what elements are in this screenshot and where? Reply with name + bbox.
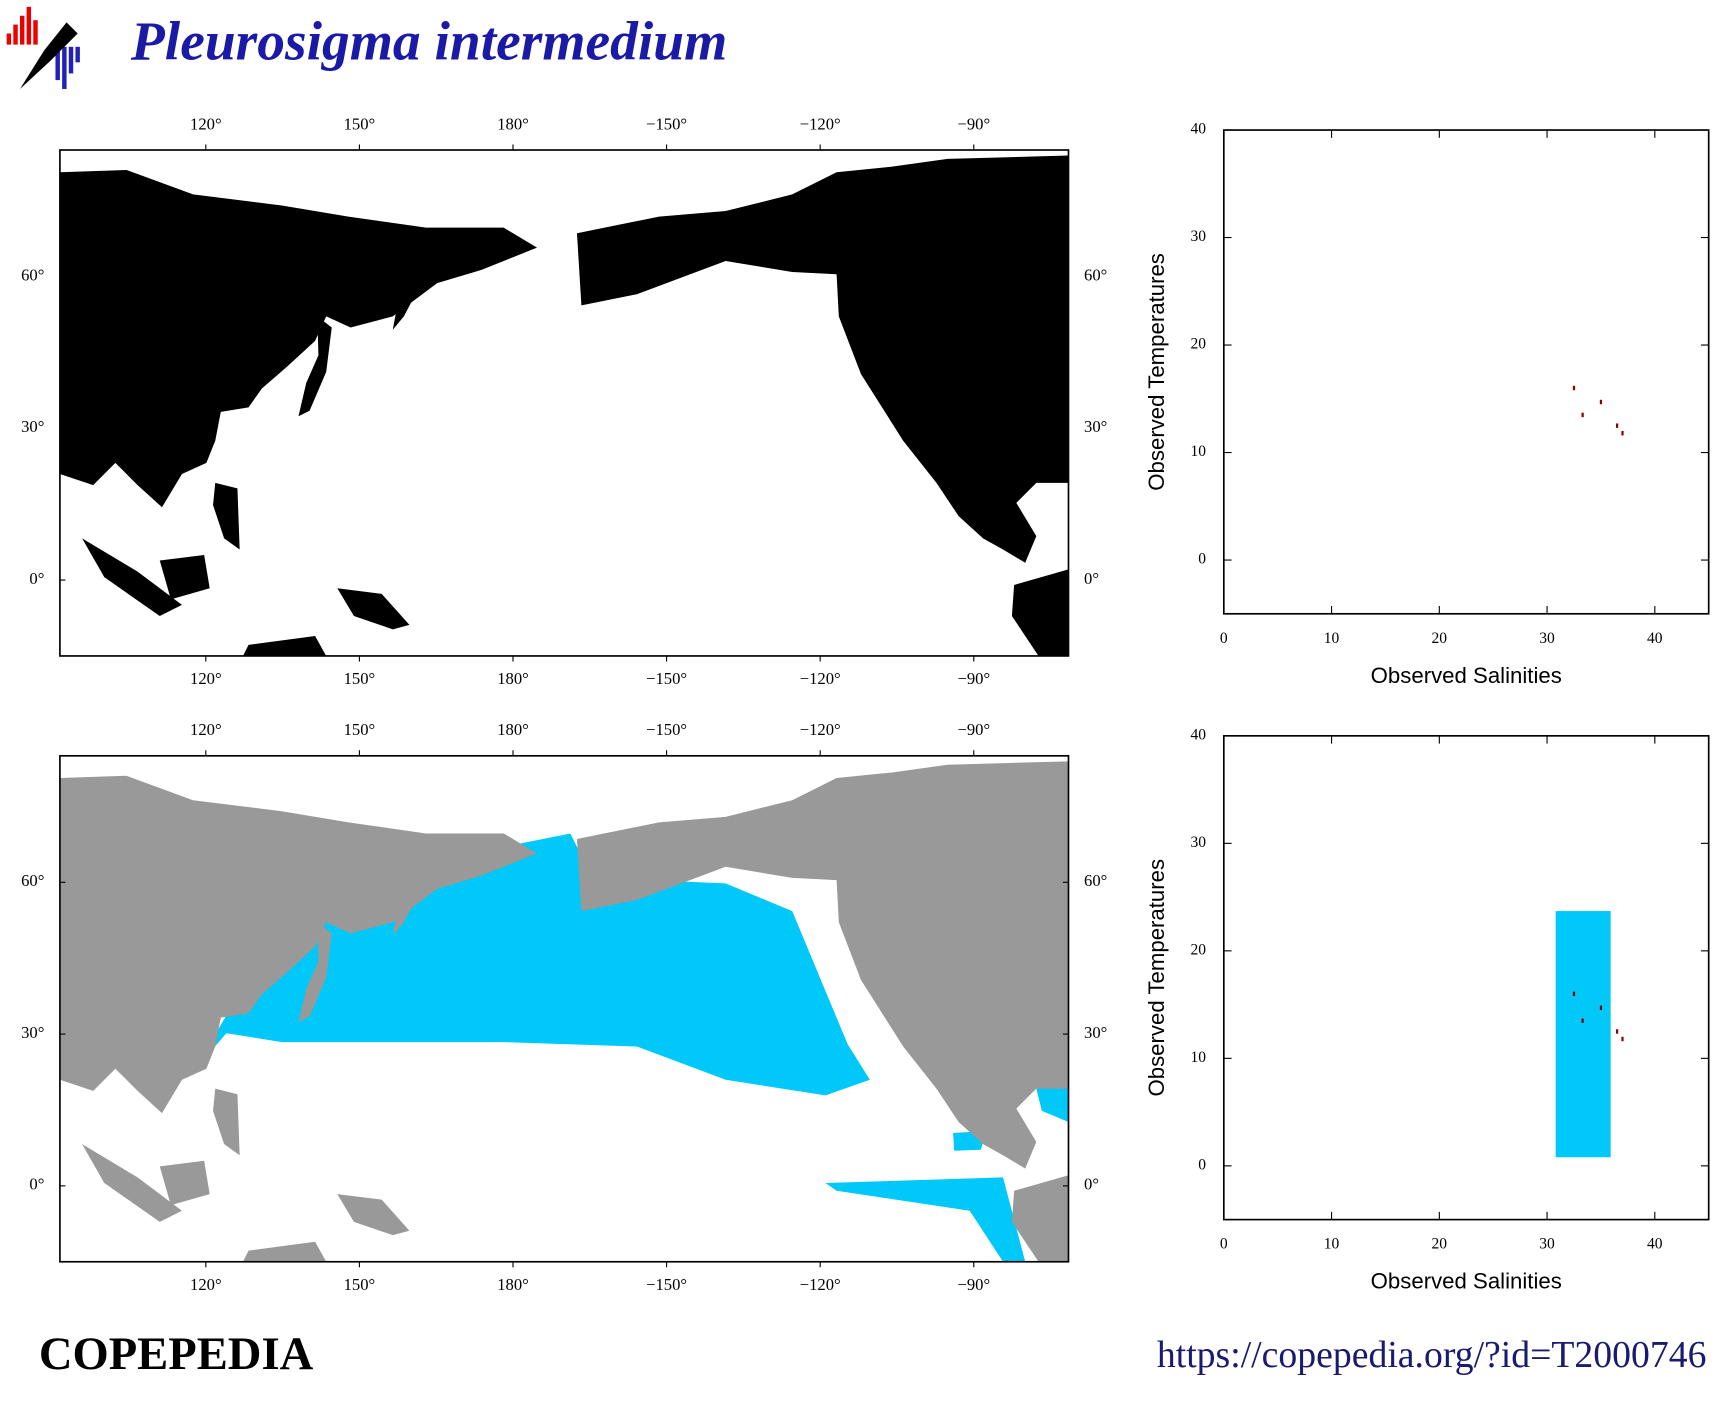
lon-label: 120° <box>190 720 222 739</box>
x-tick-label: 10 <box>1324 1236 1340 1253</box>
x-tick-label: 20 <box>1432 630 1448 647</box>
point <box>1599 1005 1603 1011</box>
point <box>1615 423 1619 428</box>
distribution <box>193 816 1069 1262</box>
x-axis-label: Observed Salinities <box>1371 663 1562 688</box>
lon-label: 150° <box>344 114 376 133</box>
lon-label: −150° <box>646 114 687 133</box>
y-tick-label: 10 <box>1191 1049 1207 1066</box>
map: 120° 120° 150° 150° 180° 180° −150° −150° −120° −… <box>21 720 1107 1294</box>
lon-label: 120° <box>190 669 222 688</box>
title: Pleurosigma intermedium <box>130 11 727 72</box>
y-tick-label: 0 <box>1198 551 1206 568</box>
plot-frame <box>1222 129 1710 615</box>
x-tick-label: 0 <box>1220 630 1228 647</box>
lon-label: 180° <box>497 1275 529 1294</box>
x-tick-label: 40 <box>1647 1236 1663 1253</box>
scatter-plot: 0 10 20 30 40 0 10 20 30 40 Observed Salinities Obs… <box>1144 726 1710 1294</box>
y-tick-label: 0 <box>1198 1156 1206 1173</box>
logo <box>6 6 80 89</box>
x-tick-label: 30 <box>1539 630 1555 647</box>
point <box>1581 412 1584 418</box>
lat-label: 0° <box>1084 569 1099 588</box>
lat-label: 30° <box>21 1023 44 1042</box>
point <box>1581 1018 1584 1023</box>
y-tick-label: 40 <box>1191 121 1207 138</box>
map-frame <box>59 149 1070 657</box>
lon-label: 150° <box>344 1275 376 1294</box>
x-axis-label: Observed Salinities <box>1371 1269 1562 1294</box>
lon-label: 150° <box>344 669 376 688</box>
lon-label: −150° <box>646 669 687 688</box>
point <box>1621 430 1624 436</box>
lon-label: −150° <box>646 1275 687 1294</box>
lon-label: −90° <box>957 114 990 133</box>
y-tick-label: 40 <box>1191 726 1207 743</box>
scatter-plot: 0 10 20 30 40 0 10 20 30 40 Observed Salinities Obs… <box>1144 121 1710 688</box>
y-axis-label: Observed Temperatures <box>1144 859 1169 1097</box>
lat-label: 0° <box>29 1175 44 1194</box>
y-tick-label: 20 <box>1191 941 1207 958</box>
plot-frame <box>1222 735 1710 1221</box>
lon-label: −120° <box>800 114 841 133</box>
x-tick-label: 0 <box>1220 1236 1228 1253</box>
lat-label: 60° <box>1084 871 1107 890</box>
y-tick-label: 10 <box>1191 443 1207 460</box>
lon-label: 180° <box>497 669 529 688</box>
lon-label: −90° <box>957 720 990 739</box>
lat-label: 60° <box>1084 265 1107 284</box>
y-tick-label: 30 <box>1191 228 1207 245</box>
lat-label: 0° <box>29 569 44 588</box>
map: 120° 120° 150° 150° 180° 180° −150° −150° −120° −… <box>21 114 1107 688</box>
y-tick-label: 30 <box>1191 834 1207 851</box>
lon-label: −90° <box>957 1275 990 1294</box>
x-tick-label: 10 <box>1324 630 1340 647</box>
lon-label: 180° <box>497 114 529 133</box>
land <box>60 156 1069 656</box>
range-box <box>1555 911 1611 1158</box>
x-tick-label: 30 <box>1539 1236 1555 1253</box>
point <box>1572 385 1576 391</box>
lon-label: −150° <box>646 720 687 739</box>
map-frame <box>59 754 1070 1263</box>
brand: COPEPEDIA <box>39 1328 314 1380</box>
lon-label: 120° <box>190 1275 222 1294</box>
point <box>1621 1036 1624 1042</box>
lat-label: 0° <box>1084 1175 1099 1194</box>
lat-label: 60° <box>21 265 44 284</box>
lon-label: −120° <box>800 1275 841 1294</box>
point <box>1599 399 1603 405</box>
y-axis-label: Observed Temperatures <box>1144 253 1169 491</box>
x-tick-label: 40 <box>1647 630 1663 647</box>
lon-label: −90° <box>957 669 990 688</box>
lon-label: −120° <box>800 720 841 739</box>
y-tick-label: 20 <box>1191 336 1207 353</box>
lat-label: 60° <box>21 871 44 890</box>
lat-label: 30° <box>1084 417 1107 436</box>
url: https://copepedia.org/?id=T2000746 <box>1157 1334 1707 1376</box>
lat-label: 30° <box>21 417 44 436</box>
x-tick-label: 20 <box>1432 1236 1448 1253</box>
point <box>1615 1029 1619 1034</box>
lon-label: 150° <box>344 720 376 739</box>
lon-label: 120° <box>190 114 222 133</box>
lon-label: −120° <box>800 669 841 688</box>
lon-label: 180° <box>497 720 529 739</box>
point <box>1572 991 1576 997</box>
lat-label: 30° <box>1084 1023 1107 1042</box>
